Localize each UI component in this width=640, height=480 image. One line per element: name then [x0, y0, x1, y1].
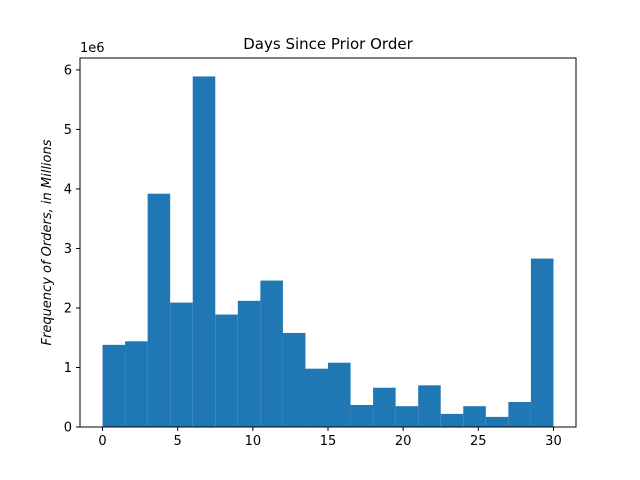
y-tick-label: 1 [64, 361, 72, 376]
histogram-bar [237, 300, 261, 427]
histogram-bar [215, 314, 238, 427]
x-tick-label: 30 [545, 434, 562, 449]
histogram-bar [305, 368, 328, 427]
histogram-bar [463, 406, 486, 427]
y-tick-label: 6 [64, 63, 72, 78]
histogram-bar [508, 402, 531, 427]
histogram-bar [102, 344, 126, 427]
histogram-bar [440, 413, 464, 427]
histogram-bar [485, 416, 509, 427]
histogram-bar [373, 387, 396, 427]
histogram-bar [395, 406, 419, 427]
x-tick-label: 20 [395, 434, 412, 449]
x-tick-label: 10 [245, 434, 262, 449]
x-tick-label: 5 [174, 434, 182, 449]
y-tick-label: 2 [64, 301, 72, 316]
x-tick-label: 15 [320, 434, 337, 449]
y-axis-label: Frequency of Orders, in Millions [40, 139, 55, 345]
bars-group [102, 76, 554, 427]
histogram-bar [282, 332, 306, 427]
histogram-bar [125, 341, 148, 427]
histogram-bar [530, 258, 554, 427]
y-tick-label: 3 [64, 242, 72, 257]
histogram-bar [350, 404, 374, 427]
x-tick-label: 25 [470, 434, 487, 449]
x-axis-ticks: 0 5 10 15 20 25 30 [98, 427, 562, 449]
y-axis-ticks: 0 1 2 3 4 5 6 [64, 63, 80, 436]
histogram-bar [170, 302, 193, 427]
y-tick-label: 4 [64, 182, 72, 197]
histogram-bar [260, 280, 283, 427]
chart-title: Days Since Prior Order [243, 35, 413, 53]
x-tick-label: 0 [98, 434, 106, 449]
y-axis-offset-label: 1e6 [80, 41, 105, 56]
y-tick-label: 5 [64, 123, 72, 138]
histogram-bar [147, 193, 171, 427]
histogram-bar [418, 385, 441, 427]
y-tick-label: 0 [64, 421, 72, 436]
histogram-bar [328, 362, 351, 427]
histogram-bar [192, 76, 216, 427]
